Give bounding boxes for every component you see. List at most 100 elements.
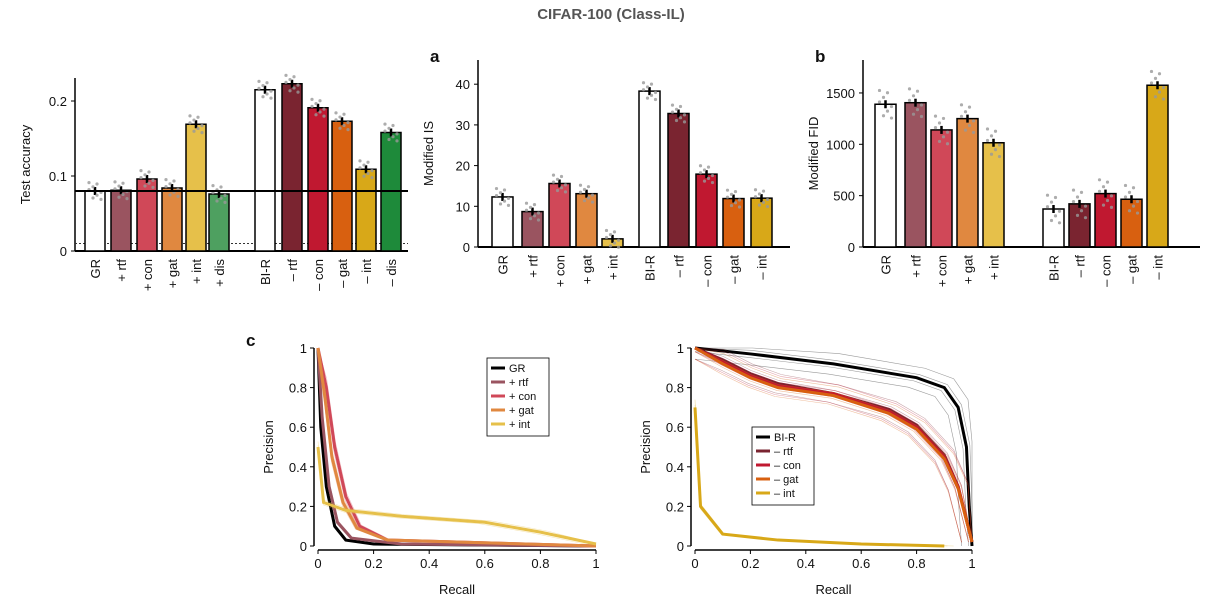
data-point: [1075, 195, 1080, 199]
legend-label: + con: [509, 391, 536, 403]
data-point: [366, 160, 370, 164]
data-point: [590, 200, 595, 204]
data-point: [1127, 190, 1132, 194]
data-point: [608, 244, 613, 248]
data-point: [292, 75, 296, 79]
data-point: [370, 169, 374, 173]
data-point: [99, 197, 103, 201]
run-line: [694, 358, 962, 543]
data-point: [117, 195, 121, 199]
x-tick-label: + rtf: [114, 259, 129, 282]
data-point: [314, 101, 318, 106]
data-point: [168, 182, 172, 186]
run-line: [317, 347, 597, 547]
y-tick-label: 0: [848, 240, 855, 255]
y-tick-label: 0.6: [289, 420, 307, 435]
bar: [185, 123, 207, 252]
x-tick-label: 1: [592, 556, 599, 571]
data-point: [1157, 90, 1162, 94]
data-point: [91, 185, 95, 189]
data-point: [649, 93, 654, 97]
data-point: [989, 134, 994, 138]
data-point: [911, 112, 916, 116]
run-line: [694, 358, 962, 543]
bar-panel-0: Test accuracy 0 0.1 0.2 GR + rtf + con + gat + i…: [18, 73, 408, 291]
data-point: [586, 185, 591, 189]
data-point: [710, 180, 715, 185]
data-point: [1161, 97, 1166, 101]
data-point: [322, 107, 326, 111]
y-tick-label: 0.6: [666, 420, 684, 435]
bar-panel-1: a Modified IS 0 10 20 30 40 GR + rtf + con + gat + …: [421, 47, 790, 287]
data-point: [674, 107, 679, 111]
data-point: [963, 110, 968, 114]
data-point: [346, 128, 350, 132]
x-tick-label: 0.8: [531, 556, 549, 571]
data-point: [310, 104, 314, 108]
data-point: [737, 205, 742, 209]
data-point: [1057, 209, 1062, 213]
run-line: [694, 347, 973, 542]
run-line: [317, 452, 586, 545]
run-line: [694, 347, 973, 543]
data-point: [753, 195, 758, 199]
data-point: [733, 201, 738, 205]
data-point: [192, 118, 196, 122]
data-point: [907, 87, 912, 91]
x-tick-label: 1: [968, 556, 975, 571]
data-point: [125, 197, 129, 201]
bar: [1094, 192, 1117, 248]
data-point: [196, 115, 200, 119]
y-tick-label: 0.8: [666, 381, 684, 396]
data-point: [151, 178, 155, 182]
x-tick-label: – con: [1099, 255, 1114, 287]
data-point: [985, 127, 990, 131]
data-point: [1045, 193, 1050, 197]
data-point: [1057, 221, 1062, 225]
data-point: [284, 73, 288, 77]
data-point: [907, 98, 912, 103]
bar: [136, 178, 158, 252]
data-point: [192, 129, 196, 133]
y-tick-label: 500: [833, 189, 855, 204]
data-point: [885, 91, 890, 95]
run-line: [694, 351, 969, 547]
y-tick-label: 30: [456, 118, 470, 133]
data-point: [498, 202, 503, 206]
data-point: [1083, 204, 1088, 208]
run-line: [317, 351, 593, 547]
data-point: [706, 176, 711, 180]
data-point: [993, 129, 998, 133]
data-point: [528, 216, 533, 221]
data-point: [733, 189, 738, 194]
data-point: [761, 189, 766, 193]
y-tick-label: 1500: [826, 86, 855, 101]
data-point: [1079, 190, 1084, 194]
y-tick-label: 0.4: [666, 460, 684, 475]
x-tick-label: + int: [606, 255, 621, 280]
data-point: [164, 178, 168, 182]
data-point: [563, 190, 568, 194]
data-point: [532, 214, 537, 218]
x-tick-label: 0.6: [476, 556, 494, 571]
x-tick-label: – gat: [727, 255, 742, 284]
bar: [930, 129, 953, 248]
data-point: [1049, 218, 1054, 223]
y-tick-label: 0.4: [289, 460, 307, 475]
run-line: [317, 347, 597, 547]
x-tick-label: 0: [314, 556, 321, 571]
run-line: [317, 347, 597, 547]
data-point: [889, 104, 894, 109]
data-point: [269, 89, 273, 93]
run-line: [317, 347, 597, 547]
bar: [548, 182, 571, 248]
data-point: [959, 103, 964, 107]
data-point: [1105, 180, 1110, 184]
data-point: [1071, 188, 1076, 192]
data-point: [1105, 198, 1110, 203]
data-point: [366, 171, 370, 176]
x-tick-label: 0: [691, 556, 698, 571]
x-tick-label: + con: [553, 255, 568, 287]
data-point: [334, 111, 338, 115]
